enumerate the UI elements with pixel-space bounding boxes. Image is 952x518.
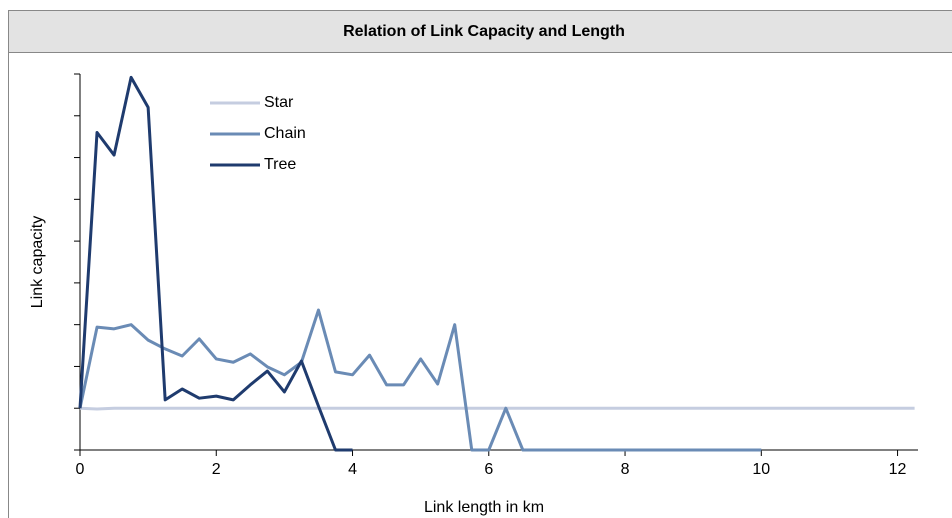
x-tick-label: 0: [76, 461, 85, 478]
legend-label: Star: [264, 94, 294, 111]
x-tick-label: 4: [348, 461, 357, 478]
x-tick-label: 10: [752, 461, 770, 478]
x-axis-label: Link length in km: [424, 499, 544, 516]
x-tick-label: 2: [212, 461, 221, 478]
title-bar: [8, 10, 952, 53]
x-tick-label: 12: [889, 461, 907, 478]
legend-label: Chain: [264, 125, 306, 142]
series-line: [78, 75, 353, 452]
x-tick-label: 8: [621, 461, 630, 478]
series-line: [78, 308, 762, 452]
x-tick-label: 6: [484, 461, 493, 478]
frame: [8, 10, 952, 518]
legend-label: Tree: [264, 156, 296, 173]
chart-title: Relation of Link Capacity and Length: [343, 23, 625, 40]
series-line: [79, 406, 915, 411]
y-axis-label: Link capacity: [29, 216, 46, 309]
